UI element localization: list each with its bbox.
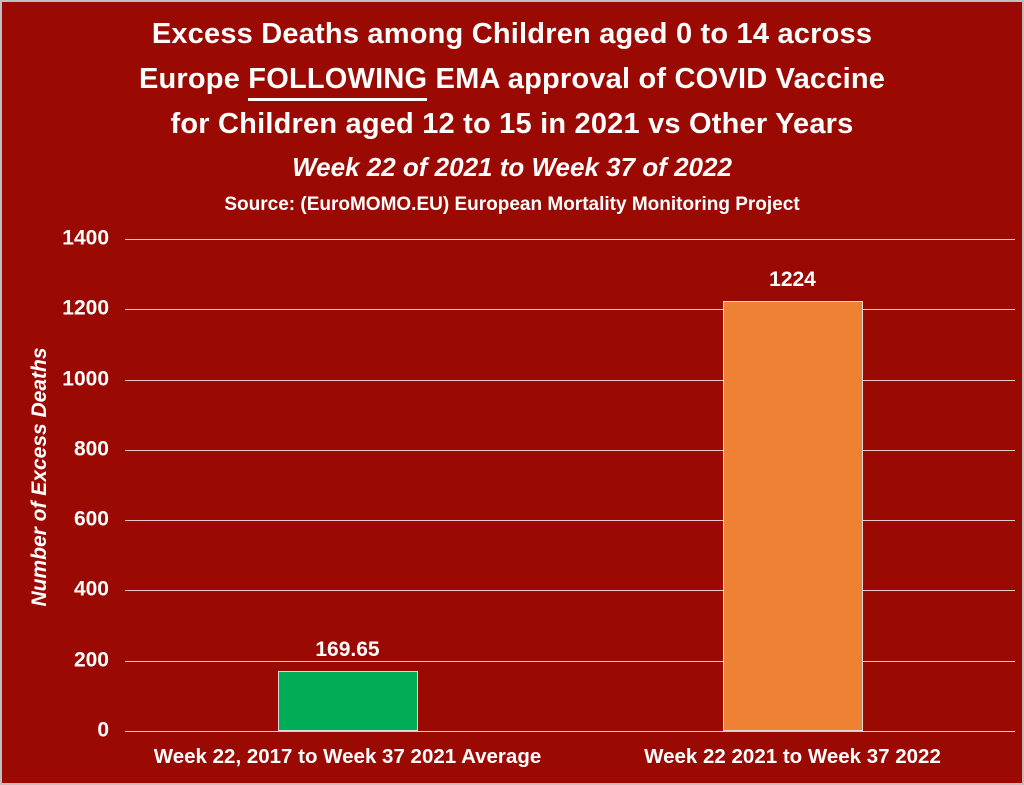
chart-subtitle: Week 22 of 2021 to Week 37 of 2022 xyxy=(292,152,732,182)
gridline xyxy=(125,309,1015,311)
y-tick-label: 0 xyxy=(97,718,109,742)
bar xyxy=(722,300,863,731)
chart-title-line-3: for Children aged 12 to 15 in 2021 vs Ot… xyxy=(170,108,854,140)
gridline xyxy=(125,660,1015,662)
x-category-label: Week 22 2021 to Week 37 2022 xyxy=(644,745,941,768)
gridline xyxy=(125,379,1015,381)
title-line-2-post: EMA approval of COVID Vaccine xyxy=(427,63,886,95)
y-tick-label: 200 xyxy=(73,648,109,672)
y-tick-label: 600 xyxy=(73,507,109,531)
bar-value-label: 169.65 xyxy=(315,638,380,662)
x-category-label: Week 22, 2017 to Week 37 2021 Average xyxy=(153,745,542,768)
plot-area: 0 200 400 600 800 1000 1200 1400 169.65 Week 22, … xyxy=(62,227,1015,768)
gridline xyxy=(125,520,1015,522)
gridline xyxy=(125,449,1015,451)
title-line-2-pre: Europe xyxy=(138,63,249,95)
y-tick-label: 1200 xyxy=(62,296,109,320)
bar-value-label: 1224 xyxy=(769,267,816,291)
chart-title-line-1: Excess Deaths among Children aged 0 to 1… xyxy=(151,18,873,50)
y-tick-label: 400 xyxy=(73,577,109,601)
y-tick-label: 800 xyxy=(73,437,109,461)
gridline xyxy=(125,590,1015,592)
gridline xyxy=(125,239,1015,240)
y-tick-label: 1000 xyxy=(62,367,109,391)
chart-source: Source: (EuroMOMO.EU) European Mortality… xyxy=(224,194,800,215)
title-block: Excess Deaths among Children aged 0 to 1… xyxy=(2,12,1022,221)
y-tick-label: 1400 xyxy=(62,226,109,250)
bar xyxy=(277,671,418,731)
gridline xyxy=(125,731,1015,732)
chart-title-line-2: Europe FOLLOWING EMA approval of COVID V… xyxy=(2,57,1022,102)
title-line-2-underlined: FOLLOWING xyxy=(248,63,428,101)
y-axis-title: Number of Excess Deaths xyxy=(28,347,51,607)
